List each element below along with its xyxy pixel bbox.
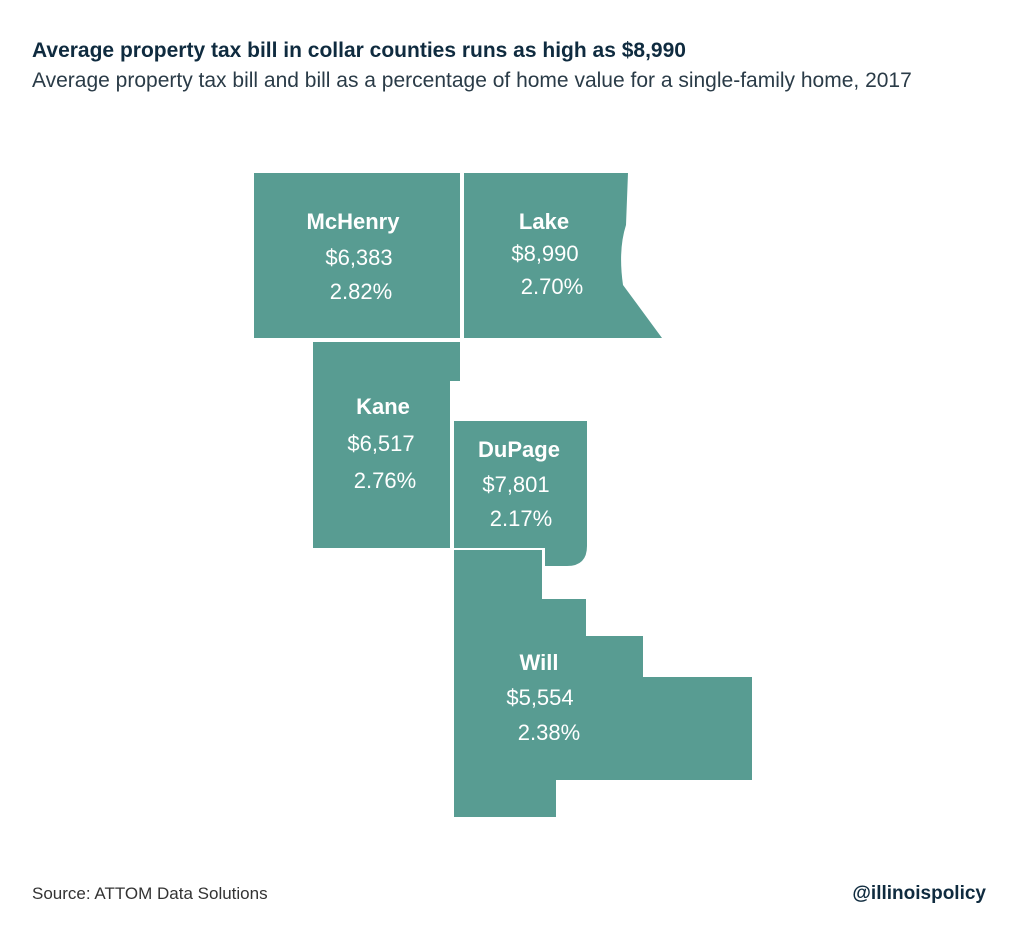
county-shape	[254, 173, 460, 338]
county-pct: 2.76%	[354, 468, 416, 493]
county-pct: 2.38%	[518, 720, 580, 745]
county-name: McHenry	[307, 209, 401, 234]
county-shape	[313, 342, 460, 548]
source-note: Source: ATTOM Data Solutions	[32, 884, 268, 903]
county-name: Kane	[356, 394, 410, 419]
brand-handle: @illinoispolicy	[852, 883, 986, 904]
chart-subtitle: Average property tax bill and bill as a …	[32, 69, 912, 92]
county-name: DuPage	[478, 437, 560, 462]
county-bill: $6,383	[325, 245, 392, 270]
county-pct: 2.82%	[330, 279, 392, 304]
county-name: Will	[520, 650, 559, 675]
county-kane: Kane $6,517 2.76%	[313, 342, 460, 548]
county-bill: $8,990	[511, 241, 578, 266]
county-name: Lake	[519, 209, 569, 234]
county-shape	[464, 173, 662, 338]
county-shape	[454, 421, 587, 566]
county-bill: $5,554	[506, 685, 573, 710]
county-lake: Lake $8,990 2.70%	[464, 173, 662, 338]
county-mchenry: McHenry $6,383 2.82%	[254, 173, 460, 338]
county-will: Will $5,554 2.38%	[454, 550, 752, 817]
county-bill: $7,801	[482, 472, 549, 497]
county-bill: $6,517	[347, 431, 414, 456]
county-dupage: DuPage $7,801 2.17%	[454, 421, 587, 566]
county-pct: 2.70%	[521, 274, 583, 299]
chart-title: Average property tax bill in collar coun…	[32, 39, 686, 62]
county-shape	[454, 550, 752, 817]
county-pct: 2.17%	[490, 506, 552, 531]
